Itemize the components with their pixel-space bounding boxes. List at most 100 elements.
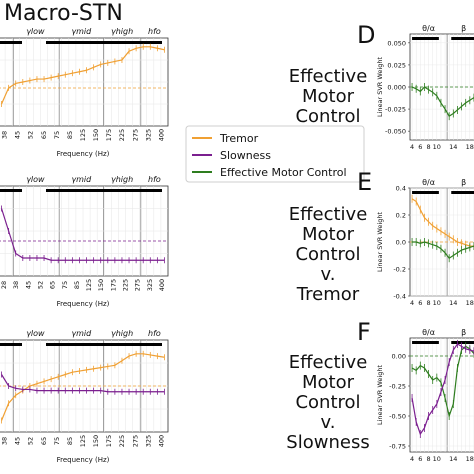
- panel-c-band-label-1: γmid: [71, 329, 92, 338]
- panel-d-y-tick-2: 0.000: [387, 84, 406, 92]
- panel-d-series-0-line: [411, 86, 474, 117]
- panel-d-x-tick-4: 14: [449, 143, 457, 151]
- panel-f-x-tick-3: 10: [433, 455, 441, 463]
- legend-label-effective-motor-control: Effective Motor Control: [220, 166, 347, 179]
- panel-c-band-label-3: hfo: [148, 329, 161, 338]
- panel-f-x-tick-4: 14: [449, 455, 457, 463]
- panel-d-title-line-3: Control: [295, 106, 360, 127]
- panel-e-plot: θ/α β 0.4 0.2 0.0 -0.2 -0.4 4 6 8 10 14 18 Linear SVR…: [376, 178, 474, 307]
- panel-a-x-tick-4: 75: [53, 131, 61, 139]
- panel-e-y-tick-0: 0.4: [396, 185, 406, 193]
- panel-e-series-0-line: [411, 198, 474, 247]
- panel-b-sig-bar-1: [46, 189, 162, 192]
- panel-c-band-label-0: γlow: [26, 329, 45, 338]
- panel-b-x-tick-10: 225: [122, 279, 130, 291]
- panel-b-x-tick-8: 150: [97, 279, 105, 291]
- panel-a-x-tick-3: 65: [40, 131, 48, 139]
- panel-f-y-tick-1: -0.25: [389, 383, 406, 391]
- panel-f-y-tick-3: -0.75: [389, 443, 406, 451]
- panel-f-title-line-4: v.: [321, 412, 336, 433]
- panel-f-x-tick-0: 4: [410, 455, 414, 463]
- panel-f-sig-bar-0: [412, 341, 439, 344]
- panel-c-x-tick-10: 275: [131, 435, 139, 447]
- panel-e-y-label: Linear SVR Weight: [376, 212, 384, 273]
- panel-b-x-tick-3: 52: [37, 281, 45, 289]
- panel-f-x-tick-1: 6: [418, 455, 422, 463]
- panel-e-x-tick-0: 4: [410, 299, 414, 307]
- panel-b-band-label-2: γhigh: [111, 175, 133, 184]
- panel-b-x-tick-0: 28: [0, 281, 8, 289]
- panel-c-x-tick-7: 150: [92, 435, 100, 447]
- panel-c-x-tick-5: 85: [66, 437, 74, 445]
- panel-d-sig-bar-0: [412, 37, 439, 40]
- panel-a-x-tick-0: 38: [1, 131, 9, 139]
- panel-f-y-tick-2: -0.50: [389, 413, 406, 421]
- panel-b-x-tick-13: 400: [158, 279, 166, 291]
- panel-b-x-tick-2: 45: [24, 281, 32, 289]
- panel-e-title-line-3: Control: [295, 244, 360, 265]
- panel-e-x-tick-2: 8: [426, 299, 430, 307]
- panel-b-x-tick-9: 175: [109, 279, 117, 291]
- panel-d-y-tick-0: 0.050: [387, 39, 406, 47]
- panel-e-y-tick-3: -0.2: [393, 266, 406, 274]
- panel-e-y-tick-1: 0.2: [396, 212, 406, 220]
- panel-b-x-tick-5: 75: [61, 281, 69, 289]
- legend: Tremor Slowness Effective Motor Control: [185, 125, 365, 183]
- panel-a-series-0-line: [0, 46, 165, 105]
- panel-c-x-tick-0: 38: [1, 437, 9, 445]
- panel-a-x-tick-8: 175: [105, 129, 113, 141]
- panel-d-y-tick-1: 0.025: [387, 61, 406, 69]
- panel-f-title-line-5: Slowness: [286, 432, 369, 453]
- panel-c-x-tick-8: 175: [105, 435, 113, 447]
- panel-f-x-tick-5: 18: [466, 455, 474, 463]
- macro-title: Macro-STN: [4, 1, 123, 26]
- panel-f-frame: [409, 337, 474, 453]
- panel-a-x-tick-10: 275: [131, 129, 139, 141]
- panel-f-y-tick-0: 0.00: [392, 353, 406, 361]
- panel-a-x-tick-2: 52: [27, 131, 35, 139]
- panel-e-y-tick-4: -0.4: [393, 293, 406, 301]
- panel-letter-e: E: [357, 168, 372, 196]
- panel-e-sig-bar-1: [451, 191, 474, 194]
- panel-f-title-line-3: Control: [295, 392, 360, 413]
- panel-a-band-label-1: γmid: [71, 27, 92, 36]
- panel-f-title-line-2: Motor: [302, 372, 355, 393]
- panel-c-band-label-2: γhigh: [111, 329, 133, 338]
- panel-a-sig-bar-0: [0, 41, 22, 44]
- left-bottom-panel: γlow γmid γhigh hfo 38 45 52 65 75 85 125 150 175 225…: [0, 329, 169, 464]
- panel-f-x-tick-2: 8: [426, 455, 430, 463]
- panel-a-x-tick-5: 85: [66, 131, 74, 139]
- panel-b-series-0-line: [0, 208, 165, 261]
- panel-f-y-label: Linear SVR Weight: [376, 365, 384, 426]
- panel-b-x-tick-1: 38: [12, 281, 20, 289]
- panel-e-title-line-5: Tremor: [296, 284, 360, 305]
- panel-d-x-tick-5: 18: [466, 143, 474, 151]
- panel-a-sig-bar-1: [46, 41, 162, 44]
- panel-c-x-tick-6: 125: [79, 435, 87, 447]
- panel-a-x-tick-7: 150: [92, 129, 100, 141]
- panel-b-x-tick-11: 275: [134, 279, 142, 291]
- panel-d-band-label-1: β: [461, 24, 466, 33]
- panel-e-band-label-1: β: [461, 178, 466, 187]
- panel-b-x-tick-12: 325: [146, 279, 154, 291]
- panel-d-title-line-2: Motor: [302, 86, 355, 107]
- panel-e-series-1-line: [412, 241, 474, 260]
- panel-a-x-tick-6: 125: [79, 129, 87, 141]
- panel-b-x-tick-4: 65: [49, 281, 57, 289]
- panel-b-x-label: Frequency (Hz): [57, 300, 110, 308]
- panel-letter-f: F: [357, 318, 371, 346]
- panel-c-x-tick-4: 75: [53, 437, 61, 445]
- panel-e-title-line-1: Effective: [289, 204, 368, 225]
- panel-f-band-label-0: θ/α: [422, 328, 435, 337]
- panel-e-x-tick-3: 10: [433, 299, 441, 307]
- panel-c-x-tick-12: 400: [157, 435, 165, 447]
- panel-a-x-tick-11: 325: [144, 129, 152, 141]
- panel-c-x-tick-1: 45: [14, 437, 22, 445]
- panel-b-x-tick-6: 85: [73, 281, 81, 289]
- panel-c-x-tick-9: 225: [118, 435, 126, 447]
- panel-b-x-tick-7: 125: [85, 279, 93, 291]
- panel-a-band-label-3: hfo: [148, 27, 161, 36]
- panel-f-plot: θ/α β 0.00 -0.25 -0.50 -0.75 4 6 8 10 14 18 Linear S…: [376, 328, 474, 463]
- panel-c-sig-bar-0: [0, 343, 22, 346]
